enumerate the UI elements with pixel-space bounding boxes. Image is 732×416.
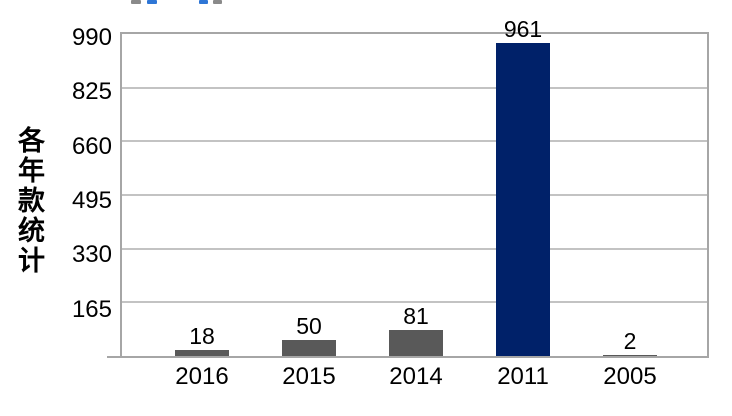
y-axis-tick-label: 825 xyxy=(71,78,112,105)
bar-value-label: 18 xyxy=(189,323,215,349)
x-axis-label: 2015 xyxy=(282,363,336,390)
bar-value-label: 81 xyxy=(403,303,429,329)
x-axis-label: 2011 xyxy=(497,363,549,390)
y-axis-tick-label: 165 xyxy=(71,296,112,323)
x-axis-label: 2016 xyxy=(175,363,229,390)
bar-2005 xyxy=(603,355,657,356)
gridline xyxy=(122,248,707,250)
y-axis-title: 各年款统计 xyxy=(18,126,45,276)
y-axis-tick-label: 660 xyxy=(71,133,112,160)
axis-tick xyxy=(107,356,121,358)
x-axis-label: 2005 xyxy=(603,363,657,390)
bar-value-label: 50 xyxy=(296,313,322,339)
plot-area: 18 50 81 961 2 xyxy=(120,17,709,358)
clipped-text-fragment xyxy=(131,0,141,4)
bar-value-label: 2 xyxy=(623,328,637,354)
gridline xyxy=(122,194,707,196)
bar-value-label: 961 xyxy=(503,16,543,42)
clipped-text-fragment xyxy=(147,0,157,4)
y-axis-tick-label: 495 xyxy=(71,187,112,214)
gridline xyxy=(122,140,707,142)
y-axis-tick-label: 330 xyxy=(71,241,112,268)
bar-2015 xyxy=(282,340,336,356)
bar-2011 xyxy=(496,43,550,356)
bar-2014 xyxy=(389,330,443,356)
gridline xyxy=(122,87,707,89)
bar-2016 xyxy=(175,350,229,356)
gridline xyxy=(122,301,707,303)
clipped-text-fragment xyxy=(213,0,222,4)
clipped-text-fragment xyxy=(199,0,208,4)
y-axis-tick-label: 990 xyxy=(71,24,112,51)
x-axis-label: 2014 xyxy=(389,363,443,390)
